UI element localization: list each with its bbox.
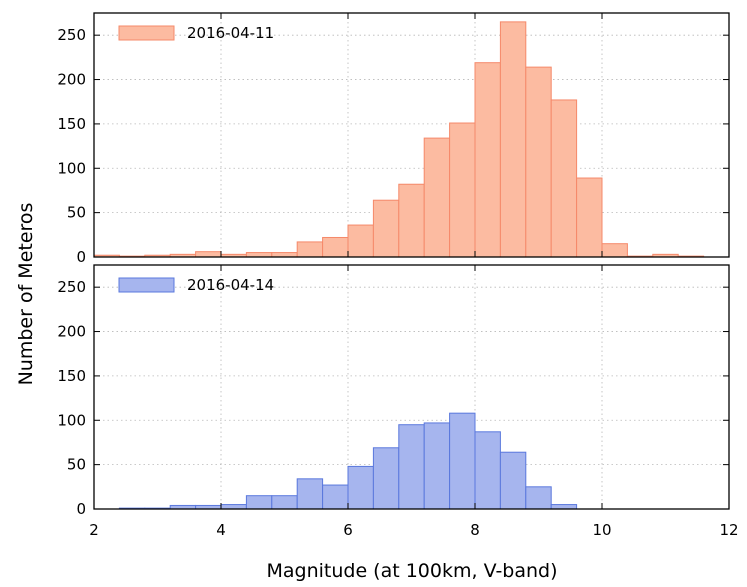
histogram-bar <box>423 422 451 510</box>
x-tick-label: 6 <box>343 521 353 539</box>
histogram-bar <box>398 183 425 258</box>
histogram-bar <box>449 122 476 258</box>
y-tick-label: 50 <box>67 456 86 474</box>
y-tick-label: 250 <box>57 278 86 296</box>
histogram-bar <box>245 495 273 510</box>
histogram-bar <box>499 451 527 510</box>
plot-frame <box>93 264 730 510</box>
y-tick-label: 200 <box>57 71 86 89</box>
histogram-bar <box>499 21 527 258</box>
histogram-bar <box>322 484 349 510</box>
histogram-bar <box>296 241 324 258</box>
histogram-bar <box>271 495 298 510</box>
histogram-bar <box>550 504 578 510</box>
histogram-bar <box>347 465 374 510</box>
histogram-bar <box>601 243 628 258</box>
y-tick-label: 50 <box>67 204 86 222</box>
histogram-bar <box>372 199 400 258</box>
y-tick-label: 100 <box>57 159 86 177</box>
histogram-bar <box>271 252 298 258</box>
y-tick-label: 150 <box>57 367 86 385</box>
y-tick-label: 0 <box>76 500 86 518</box>
x-tick-label: 10 <box>592 521 611 539</box>
histogram-bar <box>474 62 501 258</box>
legend-label: 2016-04-11 <box>187 24 274 42</box>
plot-frame <box>93 12 730 258</box>
histogram-bar <box>576 177 603 258</box>
histogram-bar <box>525 66 552 258</box>
histogram-bar <box>322 236 349 258</box>
histogram-bar <box>372 447 400 510</box>
x-tick-label: 12 <box>719 521 738 539</box>
y-tick-label: 250 <box>57 26 86 44</box>
legend-swatch <box>118 277 175 293</box>
legend-label: 2016-04-14 <box>187 276 274 294</box>
y-tick-label: 0 <box>76 248 86 266</box>
y-axis-label: Number of Meteros <box>15 203 37 386</box>
histogram-bar <box>347 224 374 258</box>
histogram-bar <box>296 478 324 510</box>
histogram-bar <box>195 251 222 258</box>
histogram-bar <box>449 412 476 510</box>
x-tick-label: 2 <box>89 521 99 539</box>
x-tick-label: 4 <box>216 521 226 539</box>
y-tick-label: 200 <box>57 323 86 341</box>
y-tick-label: 150 <box>57 115 86 133</box>
legend-swatch <box>118 25 175 41</box>
histogram-bar <box>550 99 578 258</box>
x-tick-label: 8 <box>470 521 480 539</box>
histogram-bar <box>398 424 425 510</box>
histogram-bar <box>525 486 552 510</box>
x-axis-label: Magnitude (at 100km, V-band) <box>266 560 557 582</box>
histogram-bar <box>474 431 501 510</box>
histogram-bar <box>220 504 247 510</box>
y-tick-label: 100 <box>57 411 86 429</box>
histogram-bar <box>245 252 273 258</box>
histogram-bar <box>423 137 451 258</box>
